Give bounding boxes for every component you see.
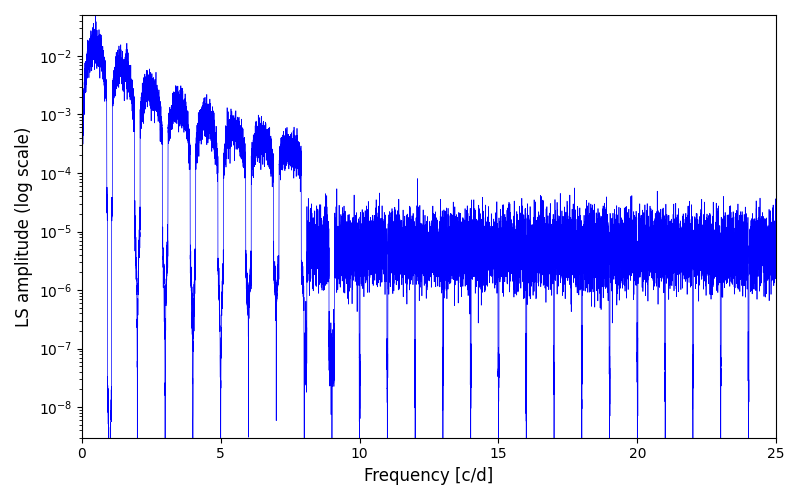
Y-axis label: LS amplitude (log scale): LS amplitude (log scale) [15, 126, 33, 326]
X-axis label: Frequency [c/d]: Frequency [c/d] [364, 467, 494, 485]
